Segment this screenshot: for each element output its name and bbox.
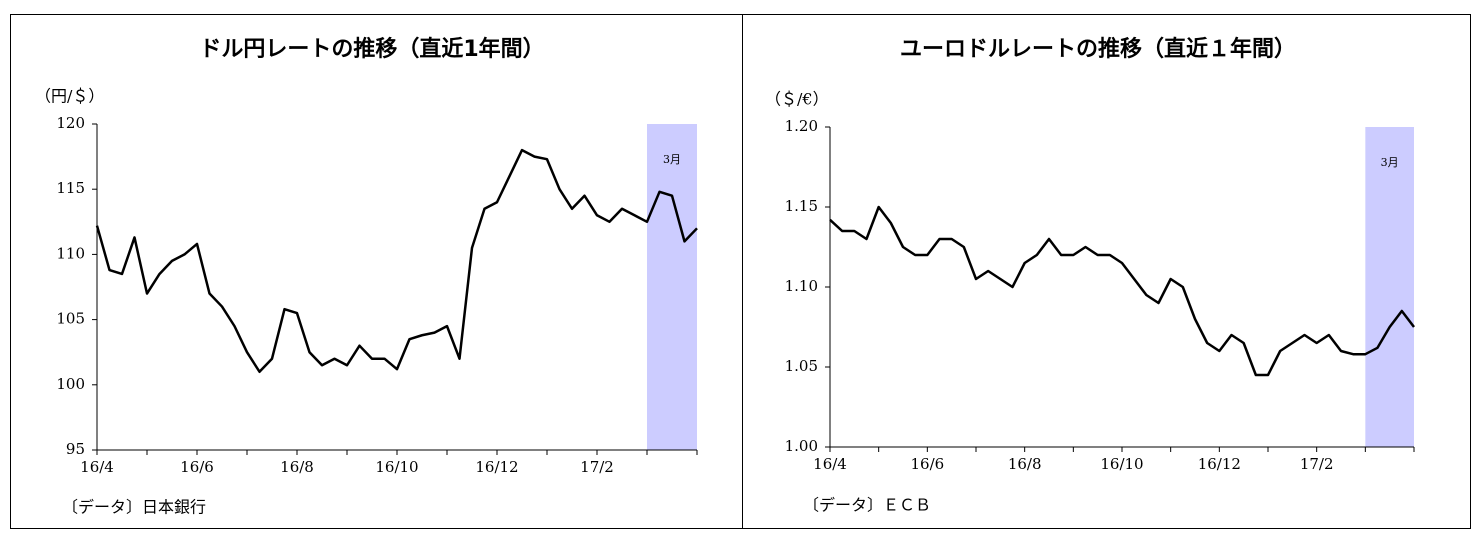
highlight-band: [1365, 127, 1414, 447]
x-tick-label: 17/2: [580, 458, 614, 476]
y-tick-label: 1.05: [785, 357, 818, 375]
x-tick-label: 16/4: [80, 458, 114, 476]
x-tick-label: 16/6: [910, 455, 944, 473]
x-tick-label: 16/12: [475, 458, 518, 476]
highlight-band: [647, 124, 697, 450]
x-tick-label: 16/4: [813, 455, 847, 473]
y-tick-label: 95: [66, 440, 85, 458]
line-series: [95, 148, 698, 374]
chart-title: ユーロドルレートの推移（直近１年間）: [900, 36, 1296, 62]
x-tick-label: 16/10: [375, 458, 418, 476]
y-tick-label: 1.20: [785, 117, 818, 135]
y-tick-label: 110: [56, 244, 85, 262]
source-note: 〔データ〕日本銀行: [62, 498, 206, 517]
y-tick-label: 1.10: [785, 277, 818, 295]
x-tick-label: 16/10: [1100, 455, 1143, 473]
y-tick-label: 105: [56, 310, 85, 328]
y-tick-label: 115: [56, 179, 85, 197]
y-tick-label: 1.00: [785, 437, 818, 455]
source-note: 〔データ〕ＥＣＢ: [803, 496, 931, 515]
y-tick-label: 120: [56, 114, 85, 132]
frame: [10, 14, 1471, 529]
y-axis-unit: （円/＄）: [35, 87, 104, 106]
highlight-label: 3月: [1381, 156, 1399, 169]
y-tick-label: 1.15: [785, 197, 818, 215]
highlight-label: 3月: [663, 153, 681, 166]
y-axis-unit: （＄/€）: [765, 90, 829, 109]
y-tick-label: 100: [56, 375, 85, 393]
x-tick-label: 16/6: [180, 458, 214, 476]
x-tick-label: 16/8: [1008, 455, 1042, 473]
x-tick-label: 17/2: [1300, 455, 1334, 473]
line-series: [829, 205, 1415, 377]
chart-title: ドル円レートの推移（直近1年間）: [199, 36, 544, 62]
x-tick-label: 16/12: [1198, 455, 1241, 473]
x-tick-label: 16/8: [280, 458, 314, 476]
